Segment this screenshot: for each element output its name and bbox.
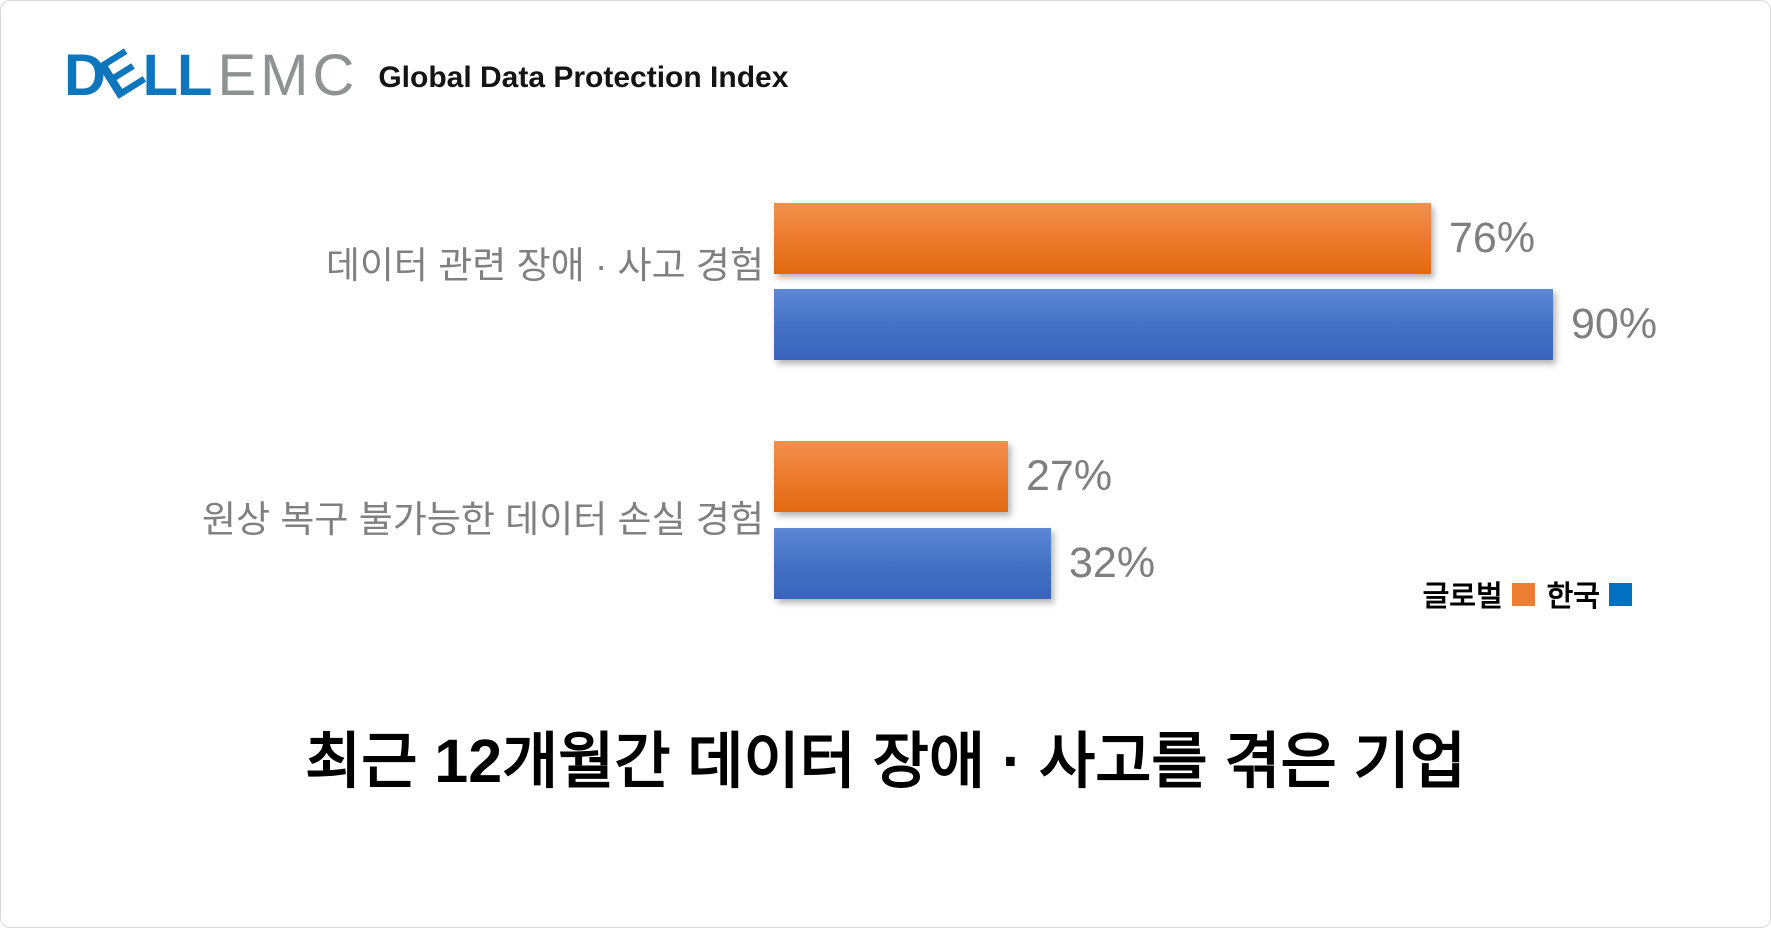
- bar-global-loss: [774, 441, 1008, 512]
- legend-item-korea: 한국: [1547, 573, 1632, 615]
- chart-title: 최근 12개월간 데이터 장애 · 사고를 겪은 기업: [305, 727, 1466, 795]
- bar-row: 27%: [774, 441, 1112, 512]
- value-label-global-loss: 27%: [1026, 452, 1113, 500]
- legend: 글로벌 한국: [1423, 573, 1632, 615]
- legend-label-korea: 한국: [1546, 581, 1600, 613]
- emc-logo: EMC: [217, 43, 359, 108]
- dell-logo-letters: LL: [142, 43, 213, 108]
- bar-row: 76%: [774, 203, 1535, 274]
- legend-item-global: 글로벌: [1423, 573, 1535, 615]
- dell-logo-letter: D: [64, 43, 106, 108]
- bar-korea-loss: [774, 528, 1051, 599]
- value-label-korea-loss: 32%: [1069, 539, 1156, 587]
- header: DELL EMC Global Data Protection Index: [64, 37, 789, 112]
- dell-logo: DELL: [64, 37, 213, 112]
- bar-row: 32%: [774, 528, 1155, 599]
- legend-label-global: 글로벌: [1422, 581, 1503, 613]
- value-label-global-incident: 76%: [1449, 214, 1536, 262]
- category-label-data-incident: 데이터 관련 장애 · 사고 경험: [325, 245, 764, 286]
- category-label-data-loss: 원상 복구 불가능한 데이터 손실 경험: [202, 499, 764, 540]
- legend-swatch-global-icon: [1511, 582, 1535, 606]
- bar-global-incident: [774, 203, 1431, 274]
- bar-korea-incident: [774, 289, 1553, 360]
- bar-row: 90%: [774, 289, 1657, 360]
- header-subtitle: Global Data Protection Index: [378, 61, 789, 94]
- legend-swatch-korea-icon: [1609, 582, 1632, 606]
- value-label-korea-incident: 90%: [1571, 300, 1658, 348]
